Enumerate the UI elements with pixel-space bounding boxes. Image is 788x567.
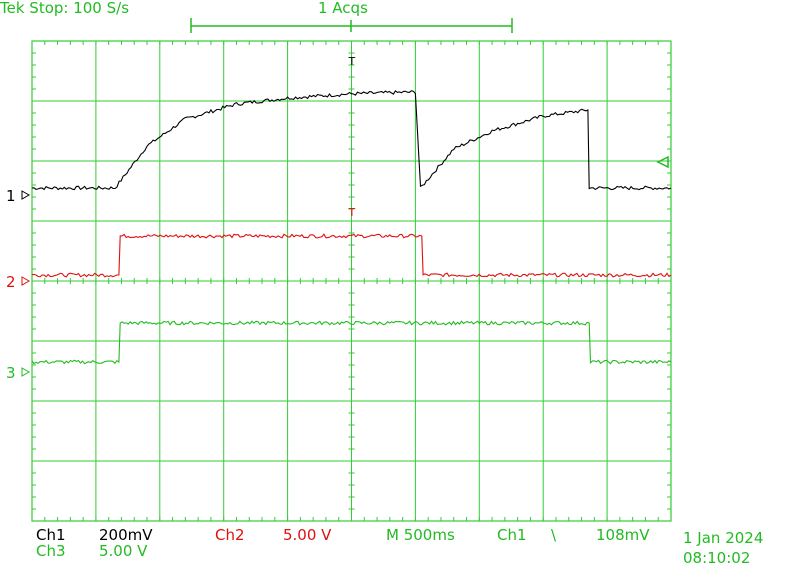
ch3-scale: 5.00 V [99, 542, 148, 560]
waveform-traces: TT [31, 55, 672, 365]
date: 1 Jan 2024 [683, 529, 763, 547]
ch3-marker-arrow [21, 367, 31, 377]
acquisition-bar [190, 18, 513, 33]
trigger-position-icon: T [348, 55, 356, 68]
ch2-scale: 5.00 V [283, 526, 332, 544]
ch1-scale: 200mV [99, 526, 153, 544]
ch2-label: Ch2 [215, 526, 245, 544]
trigger-level-icon [656, 155, 669, 169]
acquisition-status: Tek Stop: 100 S/s [0, 0, 129, 17]
ch1-label: Ch1 [36, 526, 66, 544]
time: 08:10:02 [683, 549, 750, 567]
trigger-position-icon: T [348, 206, 356, 219]
ch3-marker: 3 [6, 364, 16, 382]
trace-ch2 [31, 233, 672, 278]
ch1-marker: 1 [6, 187, 16, 205]
graticule-ticks [31, 40, 672, 522]
ch1-marker-arrow [21, 190, 31, 200]
trace-ch1 [31, 90, 672, 191]
trigger-level: 108mV [596, 526, 650, 544]
ch2-marker: 2 [6, 273, 16, 291]
trigger-slope-icon: \ [551, 526, 557, 544]
ch2-marker-arrow [21, 276, 31, 286]
trigger-source: Ch1 [497, 526, 527, 544]
timebase: M 500ms [386, 526, 455, 544]
graticule [31, 40, 672, 522]
trace-ch3 [31, 320, 672, 365]
acquisition-count: 1 Acqs [318, 0, 368, 17]
ch3-label: Ch3 [36, 542, 66, 560]
